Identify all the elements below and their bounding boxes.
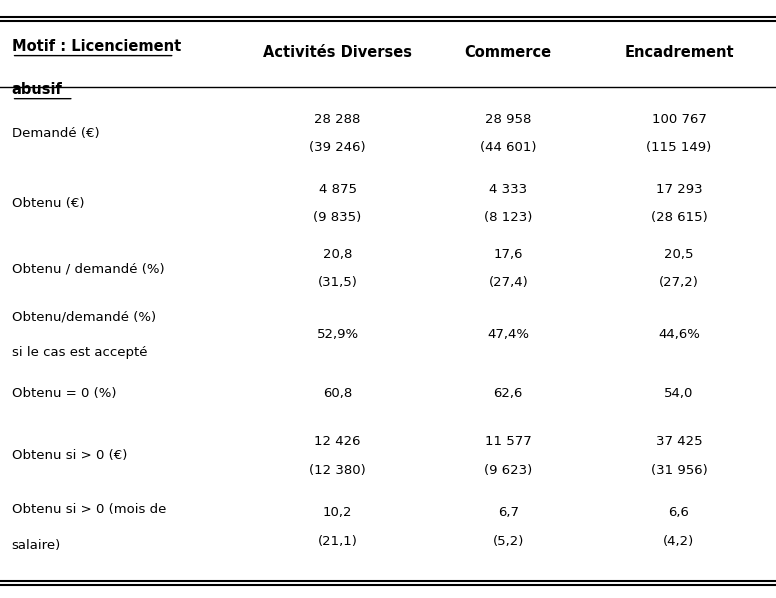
Text: (39 246): (39 246) bbox=[310, 141, 365, 154]
Text: (44 601): (44 601) bbox=[480, 141, 536, 154]
Text: 4 333: 4 333 bbox=[489, 183, 528, 196]
Text: Obtenu (€): Obtenu (€) bbox=[12, 197, 84, 210]
Text: abusif: abusif bbox=[12, 82, 63, 97]
Text: (4,2): (4,2) bbox=[663, 535, 695, 548]
Text: 11 577: 11 577 bbox=[485, 435, 532, 448]
Text: 6,7: 6,7 bbox=[497, 507, 519, 519]
Text: Encadrement: Encadrement bbox=[624, 44, 734, 60]
Text: 20,5: 20,5 bbox=[664, 248, 694, 261]
Text: 20,8: 20,8 bbox=[323, 248, 352, 261]
Text: (115 149): (115 149) bbox=[646, 141, 712, 154]
Text: (9 835): (9 835) bbox=[314, 212, 362, 224]
Text: 12 426: 12 426 bbox=[314, 435, 361, 448]
Text: (31,5): (31,5) bbox=[317, 276, 358, 289]
Text: Obtenu si > 0 (€): Obtenu si > 0 (€) bbox=[12, 449, 127, 462]
Text: 100 767: 100 767 bbox=[652, 112, 706, 126]
Text: (5,2): (5,2) bbox=[493, 535, 524, 548]
Text: (31 956): (31 956) bbox=[650, 463, 708, 477]
Text: 44,6%: 44,6% bbox=[658, 328, 700, 341]
Text: 17 293: 17 293 bbox=[656, 183, 702, 196]
Text: (27,4): (27,4) bbox=[488, 276, 528, 289]
Text: 10,2: 10,2 bbox=[323, 507, 352, 519]
Text: Obtenu/demandé (%): Obtenu/demandé (%) bbox=[12, 310, 156, 324]
Text: 17,6: 17,6 bbox=[494, 248, 523, 261]
Text: 28 958: 28 958 bbox=[485, 112, 532, 126]
Text: Obtenu si > 0 (mois de: Obtenu si > 0 (mois de bbox=[12, 503, 166, 515]
Text: (8 123): (8 123) bbox=[484, 212, 532, 224]
Text: si le cas est accepté: si le cas est accepté bbox=[12, 346, 147, 359]
Text: Demandé (€): Demandé (€) bbox=[12, 127, 99, 140]
Text: 28 288: 28 288 bbox=[314, 112, 361, 126]
Text: 52,9%: 52,9% bbox=[317, 328, 359, 341]
Text: (28 615): (28 615) bbox=[650, 212, 708, 224]
Text: 54,0: 54,0 bbox=[664, 387, 694, 400]
Text: Activités Diverses: Activités Diverses bbox=[263, 44, 412, 60]
Text: (27,2): (27,2) bbox=[659, 276, 699, 289]
Text: (21,1): (21,1) bbox=[317, 535, 358, 548]
Text: 4 875: 4 875 bbox=[319, 183, 356, 196]
Text: (12 380): (12 380) bbox=[309, 463, 366, 477]
Text: Obtenu = 0 (%): Obtenu = 0 (%) bbox=[12, 387, 116, 400]
Text: 37 425: 37 425 bbox=[656, 435, 702, 448]
Text: salaire): salaire) bbox=[12, 539, 61, 551]
Text: 60,8: 60,8 bbox=[323, 387, 352, 400]
Text: 62,6: 62,6 bbox=[494, 387, 523, 400]
Text: Obtenu / demandé (%): Obtenu / demandé (%) bbox=[12, 262, 165, 275]
Text: Commerce: Commerce bbox=[465, 44, 552, 60]
Text: Motif : Licenciement: Motif : Licenciement bbox=[12, 39, 181, 54]
Text: (9 623): (9 623) bbox=[484, 463, 532, 477]
Text: 47,4%: 47,4% bbox=[487, 328, 529, 341]
Text: 6,6: 6,6 bbox=[669, 507, 689, 519]
